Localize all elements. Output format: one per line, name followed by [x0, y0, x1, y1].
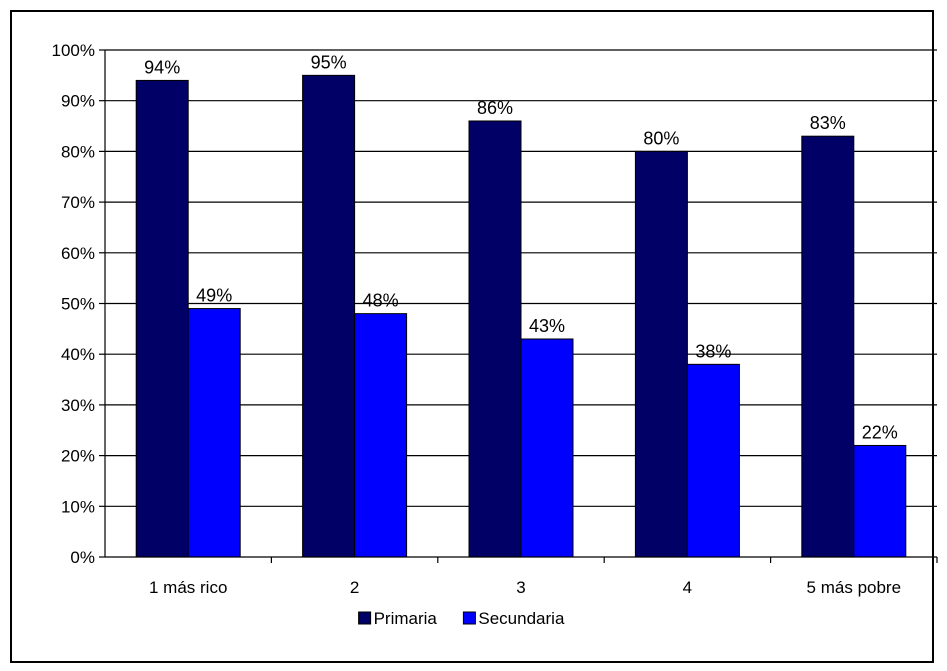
- data-label: 38%: [695, 341, 731, 361]
- bar-secundaria: [686, 363, 740, 558]
- chart-frame: [10, 10, 934, 663]
- axes: [99, 49, 938, 563]
- legend: Primaria Secundaria: [358, 609, 565, 628]
- bar-secundaria: [354, 313, 408, 558]
- grid-lines: [105, 49, 937, 507]
- data-labels: 94% 49% 95% 48% 86% 43% 80% 38% 83% 22%: [144, 52, 898, 442]
- legend-swatch-secundaria: [462, 611, 476, 625]
- y-tick-label: 50%: [61, 295, 95, 314]
- bar-primaria: [135, 79, 189, 558]
- y-tick-label: 100%: [52, 41, 95, 60]
- bar-secundaria: [520, 338, 574, 558]
- data-label: 94%: [144, 57, 180, 77]
- data-label: 48%: [363, 291, 399, 311]
- legend-label-primaria: Primaria: [374, 609, 438, 628]
- data-label: 86%: [477, 98, 513, 118]
- x-tick-label: 2: [350, 578, 359, 597]
- y-tick-label: 70%: [61, 193, 95, 212]
- data-label: 80%: [643, 128, 679, 148]
- x-tick-label: 4: [683, 578, 692, 597]
- y-tick-label: 20%: [61, 447, 95, 466]
- y-tick-label: 80%: [61, 142, 95, 161]
- bar-secundaria: [853, 444, 907, 558]
- x-tick-label: 1 más rico: [149, 578, 227, 597]
- bar-primaria: [801, 135, 855, 558]
- bar-primaria: [468, 120, 522, 558]
- y-tick-label: 10%: [61, 497, 95, 516]
- data-label: 83%: [810, 113, 846, 133]
- y-tick-label: 90%: [61, 92, 95, 111]
- y-tick-label: 0%: [70, 548, 95, 567]
- data-label: 43%: [529, 316, 565, 336]
- bar-secundaria: [187, 308, 241, 558]
- legend-label-secundaria: Secundaria: [478, 609, 565, 628]
- x-tick-labels: 1 más rico 2 3 4 5 más pobre: [149, 578, 901, 597]
- bars: [135, 74, 907, 558]
- y-tick-label: 30%: [61, 396, 95, 415]
- bar-primaria: [302, 74, 356, 558]
- bar-primaria: [634, 150, 688, 558]
- legend-swatch-primaria: [358, 611, 372, 625]
- y-tick-label: 40%: [61, 345, 95, 364]
- data-label: 95%: [311, 52, 347, 72]
- x-tick-label: 3: [516, 578, 525, 597]
- x-tick-label: 5 más pobre: [807, 578, 902, 597]
- data-label: 49%: [196, 286, 232, 306]
- data-label: 22%: [862, 422, 898, 442]
- y-tick-labels: 0% 10% 20% 30% 40% 50% 60% 70% 80% 90% 100%: [52, 41, 95, 567]
- y-tick-label: 60%: [61, 244, 95, 263]
